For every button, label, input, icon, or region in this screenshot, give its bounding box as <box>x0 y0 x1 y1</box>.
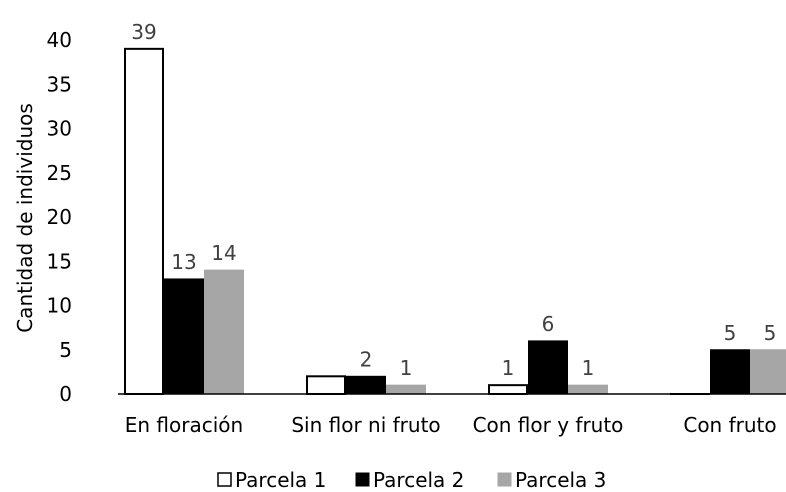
x-category-label: En floración <box>125 413 243 437</box>
bar-parcela-2-3 <box>710 349 750 395</box>
y-tick-label: 30 <box>47 117 72 141</box>
bar-parcela-3-0 <box>204 269 244 395</box>
legend-label: Parcela 3 <box>515 468 606 492</box>
y-tick-label: 25 <box>47 161 72 185</box>
y-axis-label: Cantidad de individuos <box>13 103 37 333</box>
bar-parcela-3-3 <box>750 349 786 395</box>
data-labels: 39 1 13 2 6 5 14 1 1 5 <box>131 20 776 380</box>
data-label: 14 <box>211 241 236 265</box>
data-label: 13 <box>171 250 196 274</box>
y-tick-label: 15 <box>47 249 72 273</box>
x-category-label: Con fruto <box>683 413 776 437</box>
bar-parcela-1-0 <box>124 47 164 395</box>
category-labels: En floración Sin flor ni fruto Con flor y … <box>125 413 777 437</box>
data-label: 2 <box>360 347 373 371</box>
data-label: 1 <box>502 356 515 380</box>
x-category-label: Con flor y fruto <box>473 413 624 437</box>
x-category-label: Sin flor ni fruto <box>291 413 440 437</box>
data-label: 1 <box>582 356 595 380</box>
data-label: 39 <box>131 20 156 44</box>
legend-swatch <box>355 472 370 487</box>
y-tick-label: 35 <box>47 72 72 96</box>
y-tick-label: 5 <box>59 338 72 362</box>
y-tick-label: 10 <box>47 294 72 318</box>
y-axis-ticks: 0 5 10 15 20 25 30 35 40 <box>47 28 72 406</box>
bar-parcela-3-2 <box>568 384 608 395</box>
legend: Parcela 1 Parcela 2 Parcela 3 <box>217 468 606 492</box>
bar-parcela-2-0 <box>164 278 204 395</box>
data-label: 6 <box>542 312 555 336</box>
data-label: 1 <box>400 356 413 380</box>
legend-swatch <box>497 472 512 487</box>
bar-parcela-2-1 <box>346 375 386 395</box>
legend-swatch <box>217 472 232 487</box>
bar-parcela-3-1 <box>386 384 426 395</box>
y-tick-label: 0 <box>59 382 72 406</box>
bar-parcela-2-2 <box>528 340 568 395</box>
data-label: 5 <box>724 321 737 345</box>
bar-parcela-1-1 <box>306 375 346 395</box>
y-tick-label: 20 <box>47 205 72 229</box>
y-tick-label: 40 <box>47 28 72 52</box>
bars <box>124 47 786 396</box>
data-label: 5 <box>764 321 777 345</box>
bar-parcela-1-2 <box>488 384 528 395</box>
legend-label: Parcela 2 <box>373 468 464 492</box>
legend-label: Parcela 1 <box>235 468 326 492</box>
